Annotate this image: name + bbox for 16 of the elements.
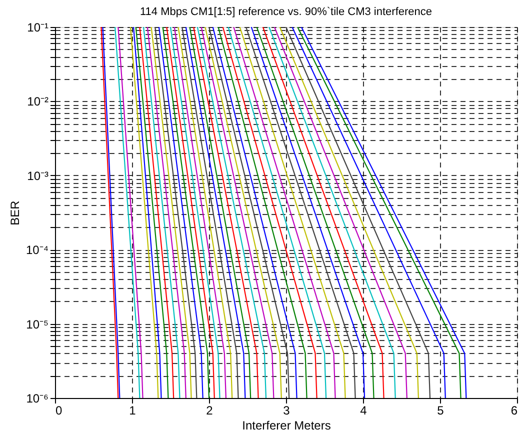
x-tick-label: 5 xyxy=(437,404,444,418)
y-tick-label: 10⁻⁶ xyxy=(26,392,49,406)
x-tick-label: 0 xyxy=(56,404,62,418)
chart-title: 114 Mbps CM1[1:5] reference vs. 90%`tile CM3 interference xyxy=(140,6,432,18)
y-tick-label: 10⁻¹ xyxy=(27,20,49,34)
x-tick-label: 4 xyxy=(360,404,368,418)
y-tick-label: 10⁻² xyxy=(27,94,49,109)
x-axis-title: Interferer Meters xyxy=(242,418,331,432)
x-tick-label: 1 xyxy=(129,404,136,418)
x-tick-label: 6 xyxy=(510,404,518,418)
x-tick-label: 3 xyxy=(283,404,290,418)
x-tick-label: 2 xyxy=(206,404,214,418)
y-tick-label: 10⁻⁴ xyxy=(26,243,48,258)
y-axis-title: BER xyxy=(8,200,22,226)
y-tick-label: 10⁻³ xyxy=(27,168,49,183)
y-tick-label: 10⁻⁵ xyxy=(26,317,49,332)
